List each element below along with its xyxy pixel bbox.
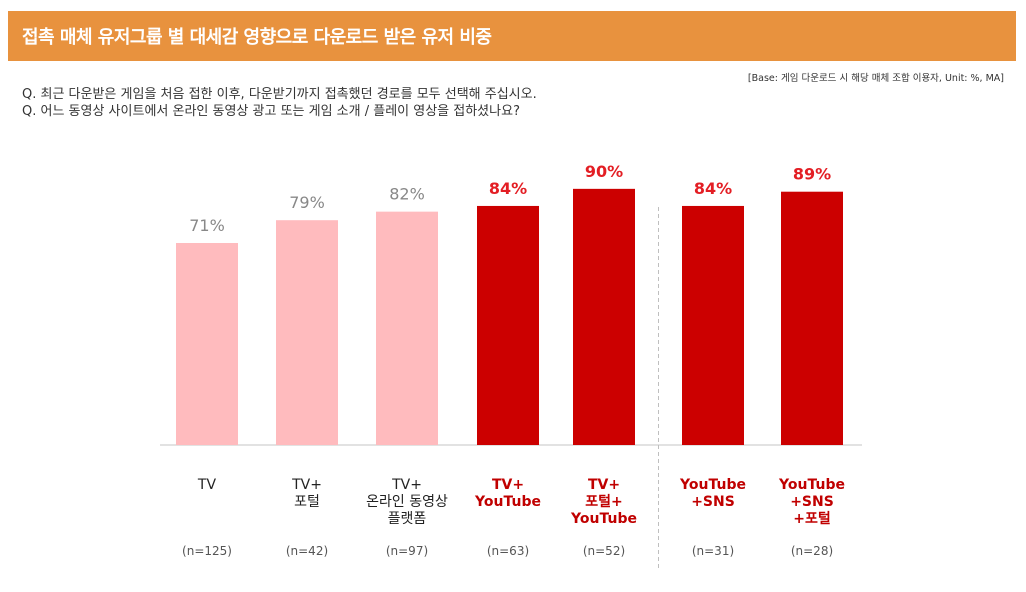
category-label-line: 플랫폼	[387, 511, 427, 527]
sample-size-label: (n=28)	[790, 544, 834, 558]
category-label-line: YouTube	[680, 477, 746, 493]
category-label-line: TV	[197, 477, 217, 493]
data-label: 89%	[793, 165, 831, 184]
category-label: TV+ YouTube	[453, 477, 563, 511]
category-label-line: +SNS	[790, 494, 834, 510]
question-1: Q. 최근 다운받은 게임을 처음 접한 이후, 다운받기까지 접촉했던 경로를…	[22, 87, 537, 102]
bar	[276, 220, 338, 445]
category-label-line: TV+	[292, 477, 322, 493]
sample-size-label: (n=125)	[182, 544, 232, 558]
category-label-line: TV+	[491, 477, 525, 493]
category-label-line: 포털+	[585, 494, 623, 510]
bar	[376, 211, 438, 445]
data-label: 79%	[289, 193, 325, 212]
question-2: Q. 어느 동영상 사이트에서 온라인 동영상 광고 또는 게임 소개 / 플레…	[22, 104, 520, 119]
data-label: 90%	[585, 162, 623, 181]
data-label: 71%	[189, 216, 225, 235]
category-label: TV	[152, 477, 262, 494]
bar	[176, 243, 238, 445]
category-label: YouTube +SNS	[658, 477, 768, 511]
data-label: 82%	[389, 185, 425, 204]
data-label: 84%	[489, 179, 527, 198]
category-label: TV+ 포털+ YouTube	[549, 477, 659, 528]
category-label-line: YouTube	[475, 494, 541, 510]
bar	[781, 191, 843, 445]
category-label: TV+ 포털	[252, 477, 362, 511]
category-label-line: YouTube	[779, 477, 845, 493]
category-label-line: +포털	[793, 511, 831, 527]
bar	[682, 205, 744, 445]
data-label: 84%	[694, 179, 732, 198]
page-title: 접촉 매체 유저그룹 별 대세감 영향으로 다운로드 받은 유저 비중	[22, 27, 492, 48]
header-banner: 접촉 매체 유저그룹 별 대세감 영향으로 다운로드 받은 유저 비중	[8, 11, 1016, 61]
sample-size-label: (n=31)	[691, 544, 735, 558]
category-label-line: TV+	[392, 477, 422, 493]
bar	[573, 188, 635, 445]
bar	[477, 205, 539, 445]
category-label-line: TV+	[587, 477, 621, 493]
sample-size-label: (n=52)	[582, 544, 626, 558]
sample-size-label: (n=97)	[385, 544, 429, 558]
category-label: YouTube +SNS +포털	[757, 477, 867, 528]
sample-size-label: (n=63)	[486, 544, 530, 558]
category-label-line: 온라인 동영상	[366, 494, 448, 510]
base-note: [Base: 게임 다운로드 시 해당 매체 조합 이용자, Unit: %, …	[747, 73, 1004, 84]
sample-size-label: (n=42)	[285, 544, 329, 558]
category-label-line: YouTube	[571, 511, 637, 527]
category-label: TV+ 온라인 동영상 플랫폼	[352, 477, 462, 528]
category-label-line: 포털	[294, 494, 320, 510]
category-label-line: +SNS	[691, 494, 735, 510]
